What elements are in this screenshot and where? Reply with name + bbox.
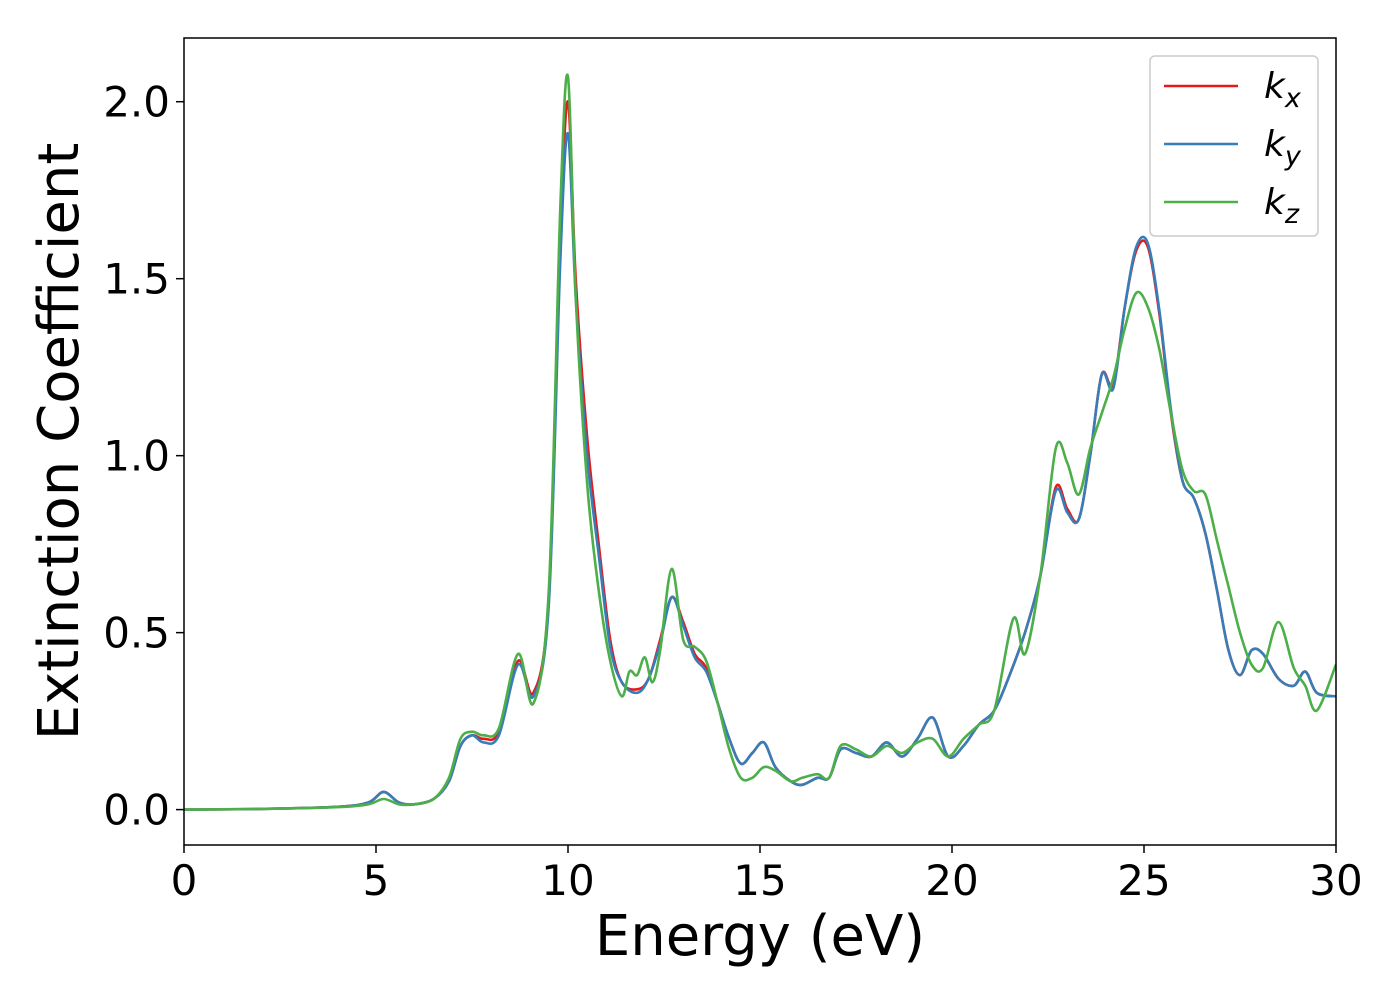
- x-tick-label: 15: [733, 856, 786, 905]
- y-tick-label: 1.0: [103, 432, 170, 481]
- legend-label-base: k: [1264, 182, 1287, 223]
- series-line-y: [184, 132, 1336, 811]
- x-tick-label: 25: [1117, 856, 1170, 905]
- x-tick-label: 10: [541, 856, 594, 905]
- y-tick-label: 1.5: [103, 255, 170, 304]
- legend-label-y: ky: [1264, 124, 1302, 172]
- x-tick-label: 30: [1309, 856, 1362, 905]
- series-line-z: [184, 73, 1336, 811]
- x-tick-label: 20: [925, 856, 978, 905]
- legend-label-z: kz: [1264, 182, 1300, 230]
- x-axis-label: Energy (eV): [595, 904, 925, 969]
- legend-label-subscript: x: [1284, 83, 1302, 114]
- ticks-layer: 0 5 10 15 20 25 30 0.0 0.5 1.0 1.5 2.0: [103, 78, 1363, 905]
- legend-label-subscript: y: [1284, 141, 1302, 172]
- y-tick-label: 2.0: [103, 78, 170, 127]
- legend-label-base: k: [1264, 124, 1287, 165]
- legend-label-subscript: z: [1284, 199, 1300, 230]
- legend-label-x: kx: [1264, 66, 1302, 114]
- legend-label-base: k: [1264, 66, 1287, 107]
- y-tick-label: 0.5: [103, 609, 170, 658]
- legend-box: [1149, 55, 1319, 237]
- x-tick-label: 5: [363, 856, 390, 905]
- y-axis-label: Extinction Coefficient: [27, 143, 92, 741]
- x-tick-label: 0: [171, 856, 198, 905]
- y-tick-label: 0.0: [103, 786, 170, 835]
- series-layer: [184, 73, 1336, 811]
